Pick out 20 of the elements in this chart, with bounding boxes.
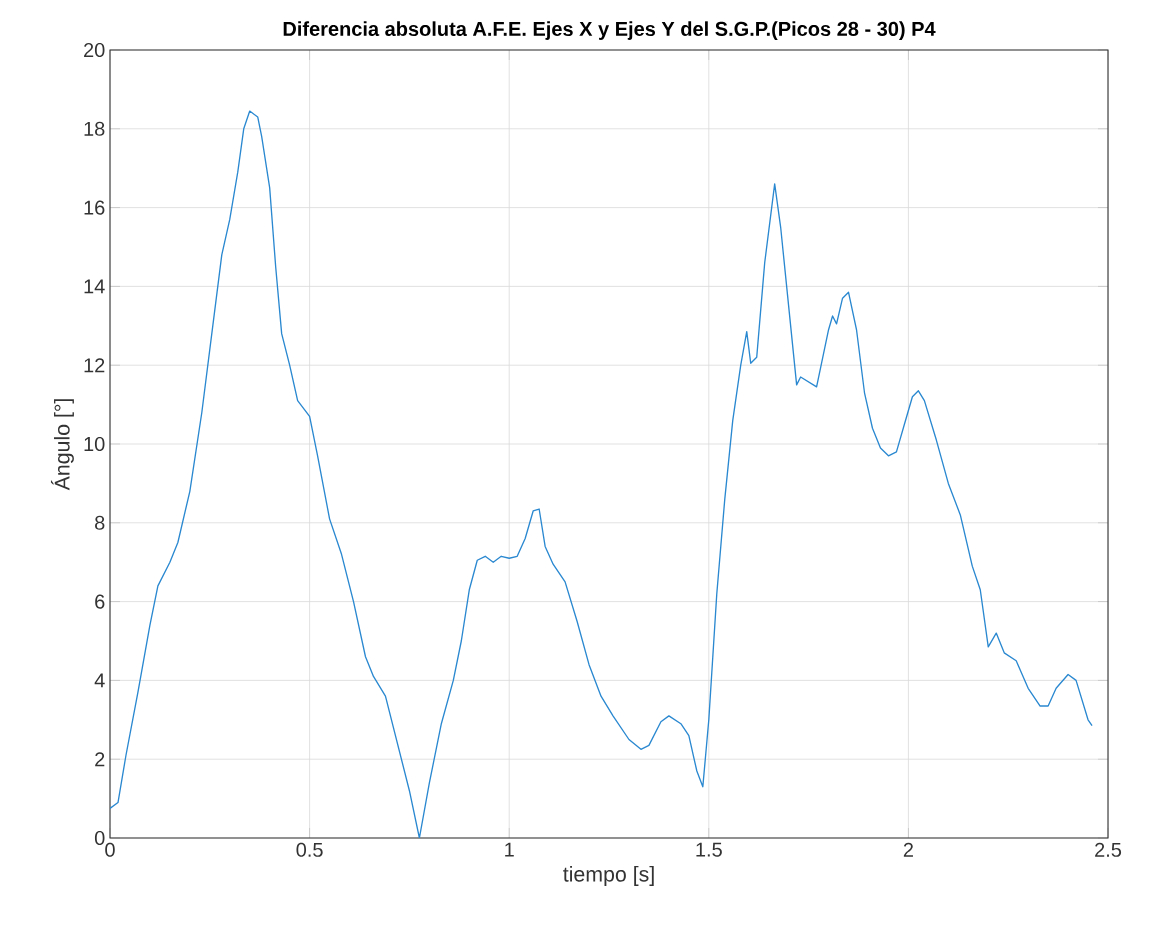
x-tick-label: 2 — [903, 842, 913, 857]
y-tick-label: 2 — [95, 752, 105, 767]
y-tick-label: 12 — [84, 358, 105, 373]
y-tick-label: 20 — [84, 42, 105, 58]
y-tick-label: 4 — [94, 673, 105, 688]
y-axis-title: Ángulo [°] — [50, 399, 74, 491]
x-tick-label: 2.5 — [1095, 842, 1122, 857]
chart-title: Diferencia absoluta A.F.E. Ejes X y Ejes Y del S.G.P.(Picos 28 - 30) P4 — [283, 21, 936, 40]
y-tick-label: 0 — [94, 830, 105, 846]
y-tick-label: 6 — [95, 594, 105, 609]
y-tick-label: 14 — [84, 279, 105, 294]
x-tick-label: 1 — [505, 842, 514, 857]
y-tick-label: 8 — [95, 515, 105, 530]
x-tick-label: 0 — [105, 842, 115, 857]
y-tick-label: 16 — [84, 200, 105, 215]
x-tick-label: 1.5 — [696, 842, 722, 857]
x-axis-title: tiempo [s] — [563, 866, 654, 886]
y-tick-label: 10 — [84, 436, 105, 452]
x-tick-label: 0.5 — [296, 842, 323, 857]
y-tick-label: 18 — [84, 121, 105, 136]
